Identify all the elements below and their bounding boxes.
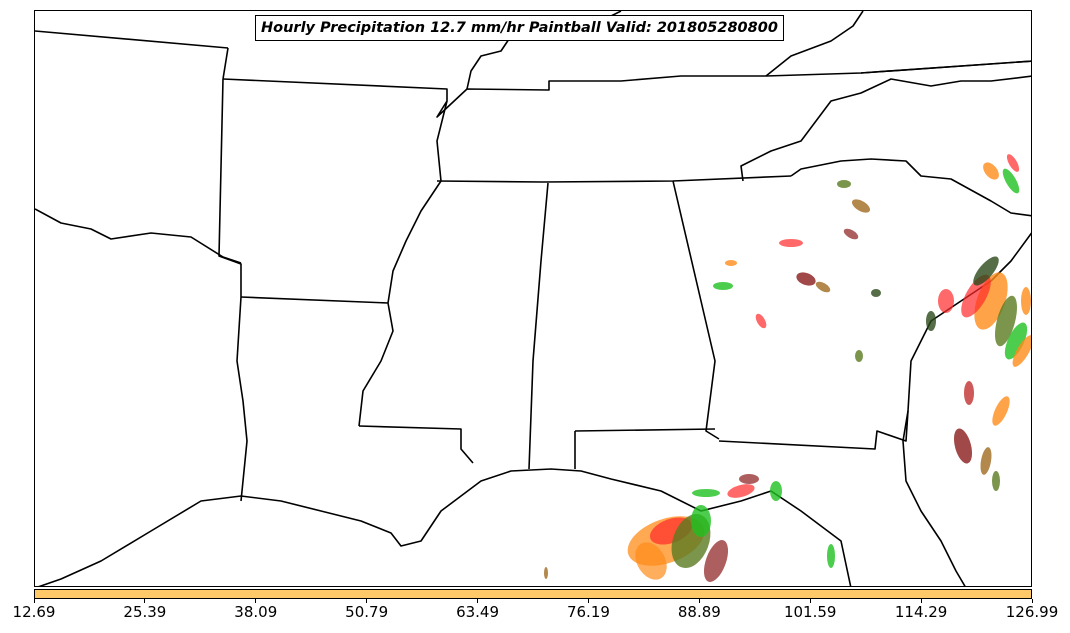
colorbar-tick-label: 101.59 [783, 603, 837, 621]
colorbar-tick [698, 599, 700, 603]
coast-atlantic [907, 232, 1031, 412]
colorbar-tick [920, 599, 922, 603]
border-ok-ks [35, 208, 242, 264]
border-al-ga [672, 180, 720, 440]
border-mo-ar-north [222, 47, 229, 80]
colorbar-tick [1031, 599, 1033, 603]
border-la-ms-south [358, 425, 474, 464]
colorbar-tick [587, 599, 589, 603]
border-virginia [765, 11, 864, 77]
map-canvas [35, 11, 1031, 586]
colorbar-tick [809, 599, 811, 603]
border-al-fl [574, 428, 716, 469]
colorbar-tick-label: 114.29 [894, 603, 948, 621]
colorbar-tick [33, 599, 35, 603]
border-ms-al [528, 182, 549, 470]
colorbar-tick [477, 599, 479, 603]
colorbar-tick-label: 50.79 [345, 603, 389, 621]
map-title: Hourly Precipitation 12.7 mm/hr Paintbal… [255, 15, 784, 41]
border-la-west [236, 296, 248, 502]
colorbar-tick-label: 126.99 [1005, 603, 1059, 621]
colorbar-tick-label: 88.89 [677, 603, 721, 621]
colorbar-tick-label: 38.09 [234, 603, 278, 621]
border-ar-la [240, 296, 389, 304]
border-ga-fl [718, 410, 909, 450]
map-panel [34, 10, 1032, 587]
colorbar-tick-label: 25.39 [123, 603, 167, 621]
colorbar-tick-label: 76.19 [566, 603, 610, 621]
border-missouri-iowa [35, 30, 229, 49]
colorbar-tick [366, 599, 368, 603]
coast-gulf [38, 468, 852, 586]
border-tn-south [436, 175, 792, 183]
border-nc-north [860, 60, 1031, 74]
border-kentucky-tennessee [222, 60, 1031, 118]
state-boundaries [35, 11, 1031, 586]
border-ga-sc [790, 158, 1031, 217]
colorbar-tick-label: 12.69 [12, 603, 56, 621]
border-mississippi-river [358, 100, 448, 427]
coast-florida-east [902, 410, 966, 586]
border-nc-sc [740, 75, 1031, 182]
colorbar-tick-label: 63.49 [456, 603, 500, 621]
colorbar-tick [144, 599, 146, 603]
border-arkansas-west [218, 78, 242, 297]
precipitation-paintball [544, 154, 1031, 582]
colorbar [34, 589, 1032, 599]
colorbar-tick [255, 599, 257, 603]
